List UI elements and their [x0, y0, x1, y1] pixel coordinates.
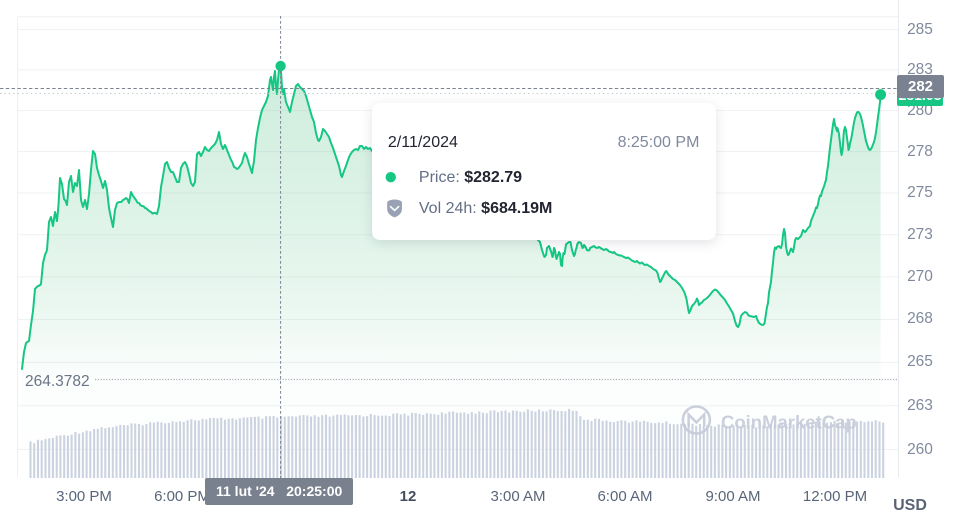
- svg-text:CoinMarketCap: CoinMarketCap: [721, 412, 857, 433]
